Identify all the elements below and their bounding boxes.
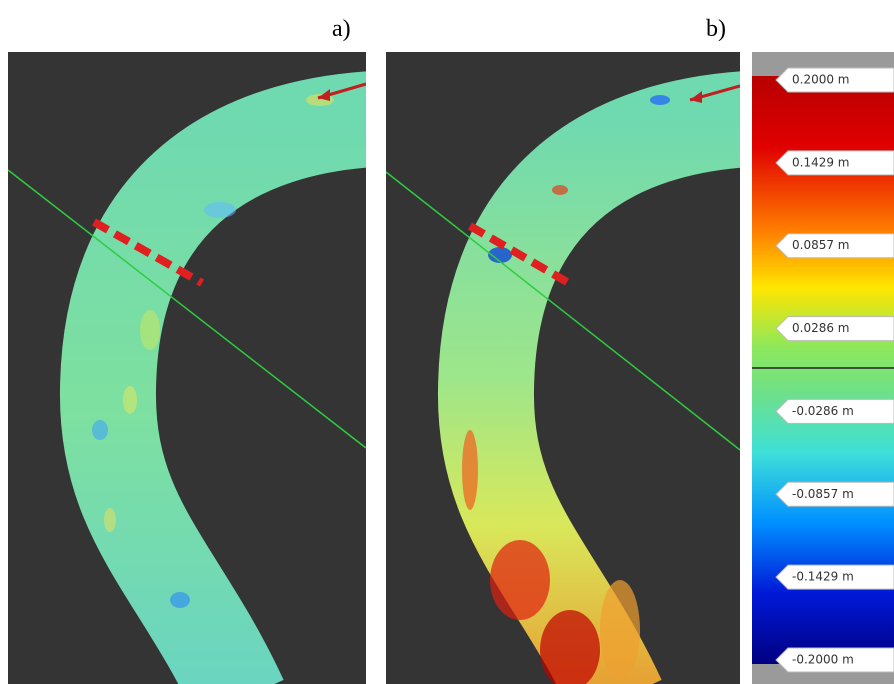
- scale-label: 0.2000 m: [792, 73, 850, 87]
- scale-label: -0.2000 m: [792, 653, 854, 667]
- figure: a) b): [0, 0, 894, 684]
- page: {"panels": [{"label": "a)"}, {"label": "…: [0, 0, 894, 684]
- scale-label: -0.0286 m: [792, 404, 854, 418]
- scale-label: 0.0857 m: [792, 238, 850, 252]
- scale-label: 0.1429 m: [792, 155, 850, 169]
- panel-a: [8, 52, 400, 684]
- scale-label: -0.1429 m: [792, 570, 854, 584]
- panel-label: b): [706, 16, 726, 42]
- color-scale: 0.2000 m 0.1429 m 0.0857 m 0.0286 m -0.0286 …: [752, 52, 894, 684]
- panel-label: a): [332, 16, 351, 42]
- scale-label: -0.0857 m: [792, 487, 854, 501]
- panel-b: [386, 52, 775, 684]
- scale-label: 0.0286 m: [792, 321, 850, 335]
